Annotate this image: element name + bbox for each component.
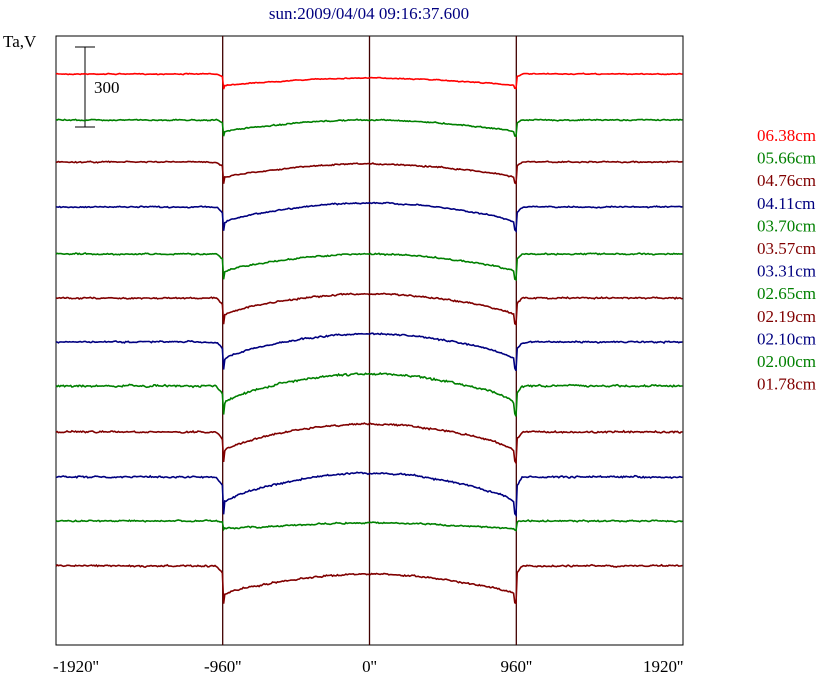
legend-item: 02.10cm [757, 329, 816, 348]
series-line-02.19cm [55, 422, 683, 466]
legend-item: 05.66cm [757, 149, 816, 168]
reference-lines [222, 36, 517, 645]
series-layer [55, 72, 683, 605]
y-axis-label: Ta,V [3, 32, 37, 51]
x-axis: -1920'' -960'' 0'' 960'' 1920'' [53, 657, 683, 676]
scale-bar: 300 [75, 46, 120, 128]
series-line-04.11cm [55, 201, 683, 234]
x-tick-label: 1920'' [643, 657, 683, 676]
series-line-03.31cm [55, 332, 683, 372]
x-tick-label: 0'' [362, 657, 377, 676]
chart-title: sun:2009/04/04 09:16:37.600 [269, 4, 469, 23]
legend-item: 04.11cm [757, 194, 815, 213]
legend-item: 06.38cm [757, 126, 816, 145]
legend-item: 04.76cm [757, 171, 816, 190]
series-line-02.10cm [55, 471, 683, 518]
series-line-05.66cm [55, 118, 683, 138]
series-line-04.76cm [55, 160, 683, 185]
series-line-02.65cm [55, 372, 683, 417]
series-line-03.57cm [55, 292, 683, 326]
legend-item: 01.78cm [757, 375, 816, 394]
legend: 06.38cm 05.66cm 04.76cm 04.11cm 03.70cm 03.57… [757, 126, 816, 394]
x-tick-label: -1920'' [53, 657, 99, 676]
legend-item: 02.19cm [757, 307, 816, 326]
legend-item: 03.70cm [757, 216, 816, 235]
x-tick-label: 960'' [500, 657, 532, 676]
legend-item: 02.00cm [757, 352, 816, 371]
legend-item: 03.31cm [757, 262, 816, 281]
scale-bar-label: 300 [94, 78, 120, 97]
series-line-01.78cm [55, 563, 683, 605]
legend-item: 03.57cm [757, 239, 816, 258]
x-tick-label: -960'' [204, 657, 241, 676]
series-line-02.00cm [55, 519, 683, 532]
legend-item: 02.65cm [757, 284, 816, 303]
series-line-06.38cm [55, 72, 683, 90]
series-line-03.70cm [55, 252, 683, 282]
